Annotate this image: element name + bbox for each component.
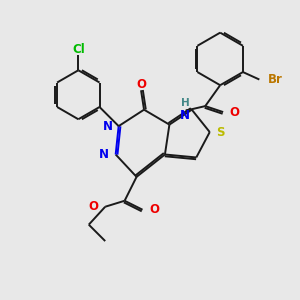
- Text: N: N: [103, 120, 113, 133]
- Text: S: S: [216, 126, 225, 139]
- Text: O: O: [136, 78, 146, 92]
- Text: H: H: [181, 98, 190, 108]
- Text: N: N: [99, 148, 109, 161]
- Text: Cl: Cl: [72, 44, 85, 56]
- Text: O: O: [88, 200, 99, 213]
- Text: N: N: [180, 109, 190, 122]
- Text: O: O: [149, 203, 159, 216]
- Text: Br: Br: [268, 73, 283, 86]
- Text: O: O: [230, 106, 240, 118]
